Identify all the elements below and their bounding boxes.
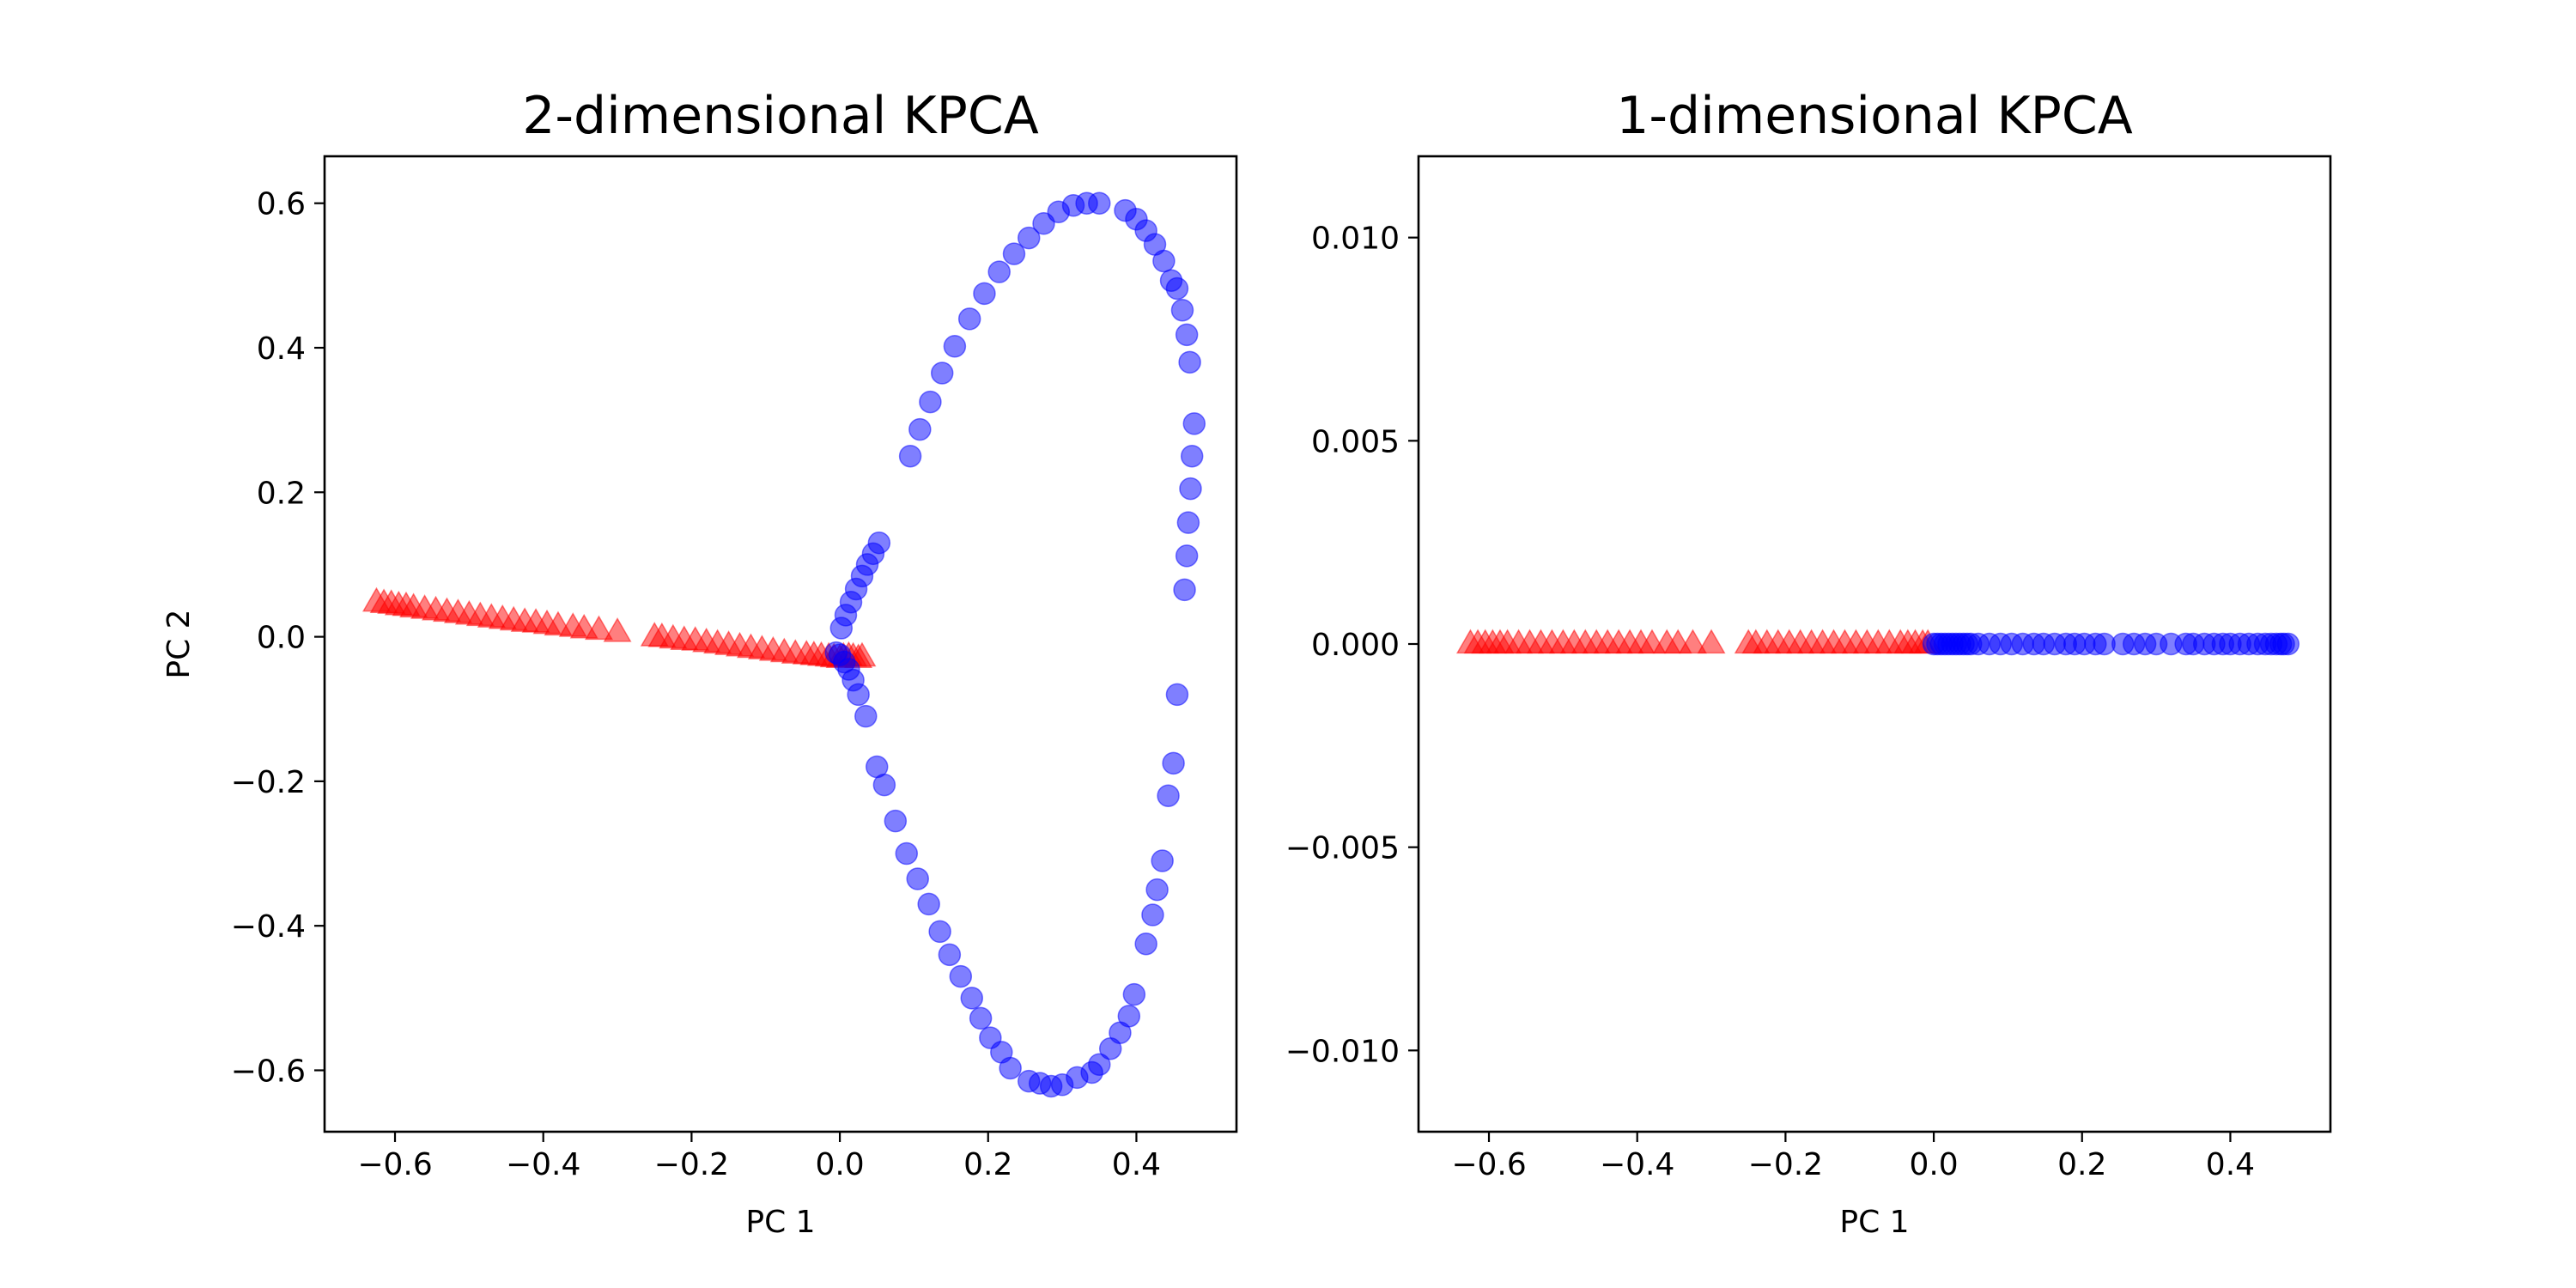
circle-marker bbox=[1017, 1069, 1041, 1093]
circle-marker bbox=[969, 1006, 993, 1030]
circle-marker bbox=[1179, 477, 1202, 501]
x-tick-label: 0.0 bbox=[815, 1147, 864, 1182]
scatter-points-1d bbox=[1455, 629, 2300, 656]
y-tick-label: 0.010 bbox=[1311, 222, 1400, 257]
circle-marker bbox=[1017, 226, 1041, 250]
y-tick-label: 0.0 bbox=[257, 621, 306, 656]
circle-marker bbox=[898, 444, 922, 468]
x-tick-label: 0.4 bbox=[2206, 1147, 2255, 1182]
circle-marker bbox=[1182, 412, 1206, 435]
circle-marker bbox=[824, 641, 848, 665]
circle-marker bbox=[919, 390, 942, 414]
chart-title-1d: 1-dimensional KPCA bbox=[1616, 86, 2133, 146]
circle-marker bbox=[987, 260, 1011, 283]
y-axis-ticks-1d: −0.010 −0.005 0.000 0.005 0.010 bbox=[1285, 222, 1419, 1069]
y-tick-label: 0.6 bbox=[257, 187, 306, 222]
x-tick-label: 0.0 bbox=[1909, 1147, 1958, 1182]
x-tick-label: −0.4 bbox=[506, 1147, 580, 1182]
triangle-marker bbox=[1678, 629, 1707, 654]
x-axis-label-1d: PC 1 bbox=[1839, 1205, 1909, 1240]
triangle-marker bbox=[1697, 629, 1726, 654]
circle-marker bbox=[895, 841, 919, 866]
circle-marker bbox=[867, 531, 891, 555]
x-tick-label: 0.2 bbox=[963, 1147, 1012, 1182]
x-axis-ticks-1d: −0.6 −0.4 −0.2 0.0 0.2 0.4 bbox=[1451, 1132, 2255, 1182]
circle-marker bbox=[917, 892, 940, 916]
panel-1d-kpca: −0.6 −0.4 −0.2 0.0 0.2 0.4 −0.010 −0.005 0.000 0… bbox=[1285, 86, 2332, 1240]
triangle-marker bbox=[584, 615, 613, 641]
circle-marker bbox=[949, 964, 973, 988]
circle-marker bbox=[865, 755, 889, 779]
y-tick-label: −0.2 bbox=[231, 765, 306, 800]
y-tick-label: −0.010 bbox=[1285, 1034, 1400, 1069]
circle-marker bbox=[908, 417, 932, 441]
circle-marker bbox=[2276, 632, 2300, 656]
circle-marker bbox=[973, 282, 996, 306]
y-tick-label: 0.2 bbox=[257, 476, 306, 511]
circle-marker bbox=[1165, 276, 1189, 301]
x-tick-label: −0.2 bbox=[654, 1147, 729, 1182]
y-axis-ticks-2d: −0.6 −0.4 −0.2 0.0 0.2 0.4 0.6 bbox=[231, 187, 325, 1089]
triangle-marker bbox=[603, 617, 632, 642]
circle-marker bbox=[930, 361, 954, 385]
y-tick-label: 0.000 bbox=[1311, 628, 1400, 663]
y-tick-label: −0.4 bbox=[231, 909, 306, 945]
x-tick-label: −0.6 bbox=[1451, 1147, 1526, 1182]
x-tick-label: 0.4 bbox=[1112, 1147, 1161, 1182]
circle-marker bbox=[1176, 511, 1200, 534]
circle-marker bbox=[1165, 683, 1189, 707]
y-tick-label: −0.6 bbox=[231, 1054, 306, 1089]
chart-title-2d: 2-dimensional KPCA bbox=[522, 86, 1039, 146]
scatter-points-2d bbox=[361, 191, 1206, 1098]
circle-marker bbox=[1122, 982, 1146, 1006]
circle-marker bbox=[928, 920, 951, 944]
circle-marker bbox=[1180, 444, 1204, 468]
circle-marker bbox=[854, 704, 878, 728]
circle-marker bbox=[1157, 784, 1180, 807]
circle-marker bbox=[906, 867, 929, 890]
circle-marker bbox=[1170, 298, 1194, 322]
circle-marker bbox=[979, 1026, 1002, 1049]
circle-marker bbox=[1152, 249, 1176, 273]
panel-2d-kpca: −0.6 −0.4 −0.2 0.0 0.2 0.4 −0.6 −0.4 −0.2 0.0 0.2… bbox=[161, 86, 1238, 1240]
x-axis-ticks-2d: −0.6 −0.4 −0.2 0.0 0.2 0.4 bbox=[357, 1132, 1161, 1182]
circle-marker bbox=[1141, 903, 1164, 927]
circle-marker bbox=[1162, 751, 1185, 775]
circle-marker bbox=[1173, 578, 1196, 602]
y-tick-label: 0.005 bbox=[1311, 424, 1400, 459]
circle-marker bbox=[960, 987, 984, 1010]
x-tick-label: −0.4 bbox=[1600, 1147, 1674, 1182]
x-tick-label: −0.2 bbox=[1748, 1147, 1823, 1182]
circle-marker bbox=[1134, 932, 1157, 956]
circle-marker bbox=[1178, 350, 1201, 374]
circle-marker bbox=[938, 943, 962, 967]
circle-marker bbox=[1175, 323, 1199, 347]
circle-marker bbox=[1151, 849, 1174, 872]
y-tick-label: −0.005 bbox=[1285, 831, 1400, 866]
y-tick-label: 0.4 bbox=[257, 331, 306, 367]
circle-marker bbox=[1145, 878, 1169, 902]
x-axis-label-2d: PC 1 bbox=[745, 1205, 815, 1240]
circle-marker bbox=[1088, 191, 1111, 215]
x-tick-label: −0.6 bbox=[357, 1147, 432, 1182]
circle-marker bbox=[1002, 242, 1026, 265]
circle-marker bbox=[943, 335, 967, 358]
circle-marker bbox=[1175, 544, 1199, 568]
x-tick-label: 0.2 bbox=[2057, 1147, 2106, 1182]
y-axis-label-2d: PC 2 bbox=[161, 609, 197, 678]
circle-marker bbox=[884, 809, 908, 833]
circle-marker bbox=[957, 307, 981, 331]
axes-frame-2d bbox=[323, 155, 1238, 1133]
circle-marker bbox=[1098, 1036, 1122, 1060]
